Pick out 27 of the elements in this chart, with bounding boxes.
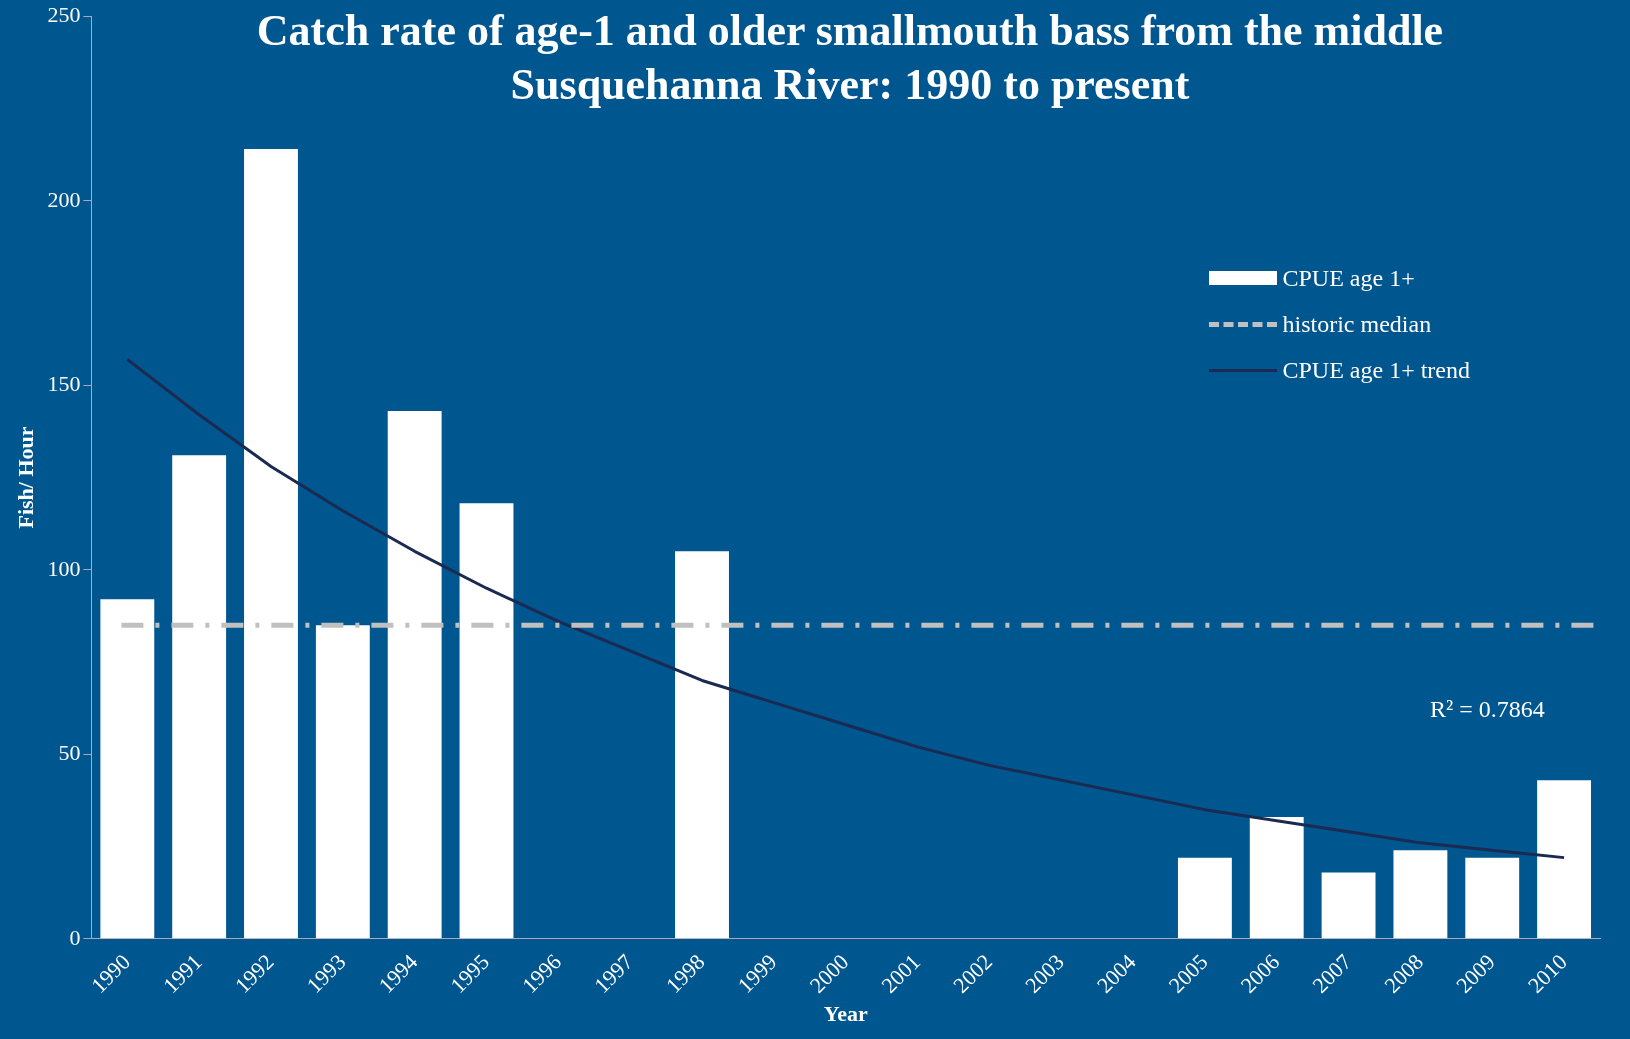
bar: [100, 599, 155, 939]
bar: [315, 625, 370, 939]
legend-label: historic median: [1282, 310, 1432, 338]
y-tick-label: 50: [58, 740, 81, 766]
bar: [1393, 850, 1448, 939]
bar: [1249, 817, 1304, 939]
legend-label: CPUE age 1+: [1282, 264, 1415, 292]
bar: [675, 551, 729, 939]
chart-title: Catch rate of age-1 and older smallmouth bass from the middle Susquehanna River: 1990 to present: [255, 5, 1445, 111]
bar: [172, 455, 227, 939]
y-tick-label: 150: [47, 371, 81, 397]
bar: [387, 411, 442, 939]
annotation: R² = 0.7864: [1430, 696, 1545, 723]
y-tick-label: 200: [47, 186, 81, 212]
bar: [1321, 872, 1376, 939]
bar: [244, 149, 298, 939]
y-axis-title: Fish/ Hour: [12, 426, 38, 529]
bar: [459, 503, 514, 939]
y-tick-label: 0: [69, 924, 81, 950]
x-tick-label: 1991: [157, 949, 207, 998]
y-tick-label: 250: [47, 1, 81, 27]
x-axis-title: Year: [823, 1001, 868, 1027]
y-tick-label: 100: [47, 555, 81, 581]
bar: [1537, 780, 1592, 939]
bar: [1465, 857, 1520, 939]
legend-label: CPUE age 1+ trend: [1282, 356, 1470, 384]
bar: [1177, 857, 1232, 939]
